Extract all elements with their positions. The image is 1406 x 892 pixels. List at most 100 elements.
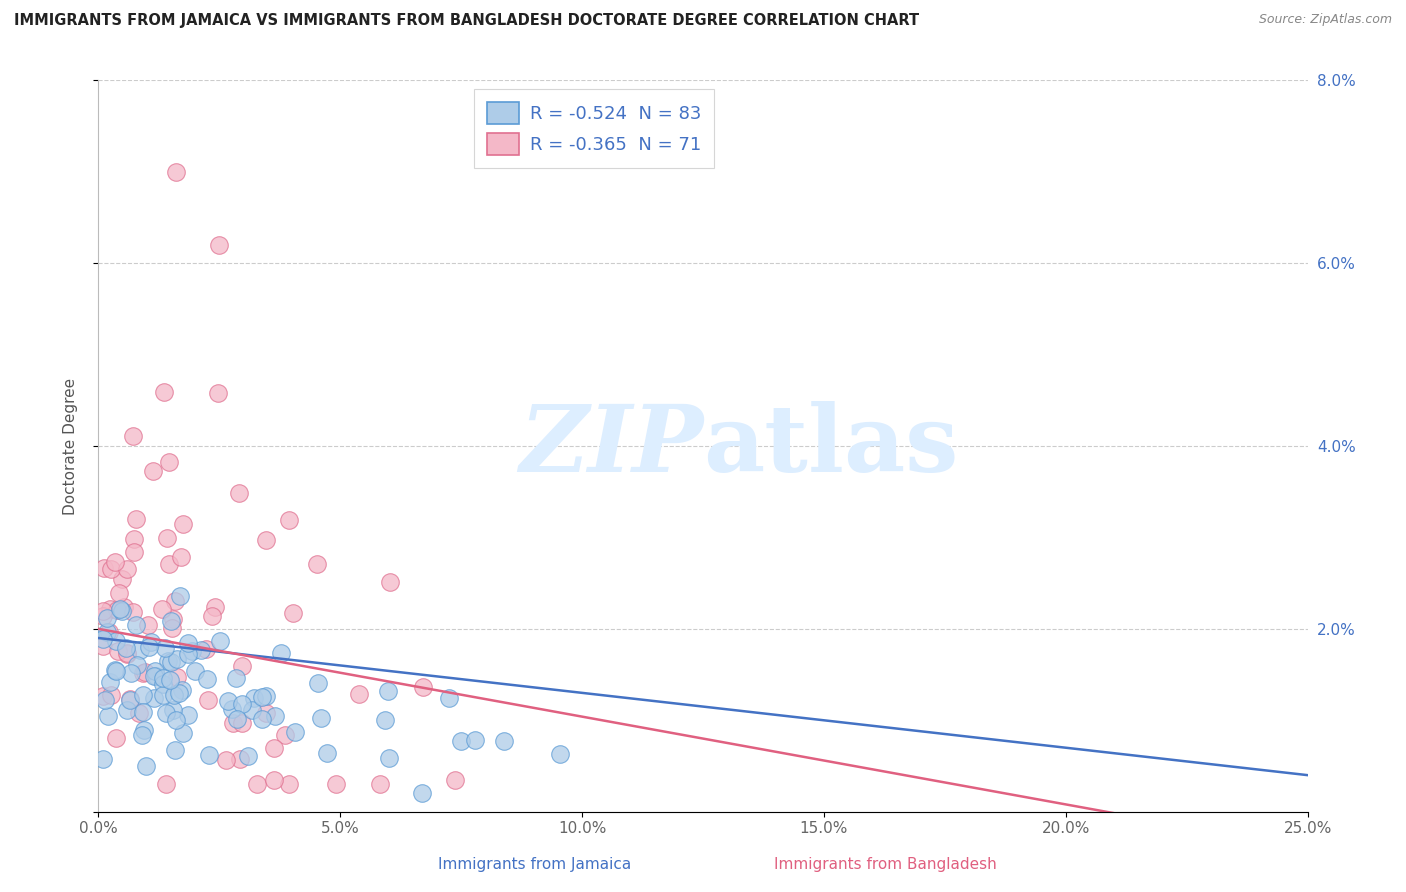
Point <box>162 703 184 717</box>
Point <box>201 608 224 623</box>
Point <box>225 671 247 685</box>
Point <box>122 545 145 559</box>
Point <box>281 607 304 621</box>
Y-axis label: Doctorate Degree: Doctorate Degree <box>63 377 77 515</box>
Point <box>153 384 176 399</box>
Point <box>307 558 329 572</box>
Point <box>91 604 114 618</box>
Point <box>228 752 250 766</box>
Point <box>236 748 259 763</box>
Point <box>112 600 135 615</box>
Point <box>254 706 277 720</box>
Text: Immigrants from Bangladesh: Immigrants from Bangladesh <box>775 857 997 872</box>
Point <box>91 632 114 646</box>
Point <box>166 670 188 684</box>
Point <box>325 777 347 791</box>
Point <box>277 513 299 527</box>
Point <box>118 692 141 706</box>
Point <box>128 643 150 657</box>
Point <box>240 703 263 717</box>
Text: Source: ZipAtlas.com: Source: ZipAtlas.com <box>1258 13 1392 27</box>
Point <box>228 485 250 500</box>
Point <box>127 658 149 673</box>
Point <box>143 664 166 678</box>
Point <box>105 731 128 746</box>
Point <box>263 740 285 755</box>
Point <box>349 687 371 701</box>
Point <box>181 643 204 657</box>
Point <box>98 624 121 639</box>
Point <box>450 733 472 747</box>
Point <box>91 752 114 766</box>
Point <box>160 615 183 629</box>
Point <box>117 562 139 576</box>
Point <box>163 593 186 607</box>
Text: IMMIGRANTS FROM JAMAICA VS IMMIGRANTS FROM BANGLADESH DOCTORATE DEGREE CORRELATI: IMMIGRANTS FROM JAMAICA VS IMMIGRANTS FR… <box>14 13 920 29</box>
Point <box>163 742 186 756</box>
Text: atlas: atlas <box>703 401 959 491</box>
Point <box>231 715 253 730</box>
Point <box>277 777 299 791</box>
Point <box>96 624 118 639</box>
Point <box>167 686 190 700</box>
Point <box>142 690 165 705</box>
Point <box>231 659 253 673</box>
Point <box>128 706 150 721</box>
Point <box>165 713 187 727</box>
Point <box>190 643 212 657</box>
Point <box>160 655 183 669</box>
Point <box>110 602 132 616</box>
Point <box>172 516 194 531</box>
Point <box>110 572 132 586</box>
Point <box>264 709 287 723</box>
Point <box>105 664 128 678</box>
Point <box>172 726 194 740</box>
Point <box>157 654 180 668</box>
Point <box>96 611 118 625</box>
Legend: R = -0.524  N = 83, R = -0.365  N = 71: R = -0.524 N = 83, R = -0.365 N = 71 <box>474 89 714 168</box>
Point <box>153 640 176 655</box>
Point <box>120 693 142 707</box>
Point <box>162 688 184 702</box>
Point <box>98 675 121 690</box>
Point <box>170 549 193 564</box>
Point <box>125 511 148 525</box>
Point <box>492 734 515 748</box>
Point <box>221 702 243 716</box>
Point <box>309 710 332 724</box>
Point <box>377 684 399 698</box>
Point <box>165 164 187 178</box>
Point <box>125 618 148 632</box>
Point <box>198 748 221 763</box>
Point <box>157 557 180 571</box>
Point <box>207 385 229 400</box>
Point <box>177 707 200 722</box>
Point <box>120 665 142 680</box>
Point <box>93 560 115 574</box>
Point <box>195 672 218 686</box>
Point <box>411 787 433 801</box>
Point <box>152 677 174 691</box>
Point <box>136 618 159 632</box>
Point <box>439 691 461 706</box>
Point <box>197 693 219 707</box>
Point <box>132 723 155 738</box>
Point <box>243 691 266 706</box>
Text: ZIP: ZIP <box>519 401 703 491</box>
Point <box>94 693 117 707</box>
Point <box>307 676 329 690</box>
Point <box>195 642 218 657</box>
Point <box>104 663 127 677</box>
Point <box>111 604 134 618</box>
Point <box>105 603 128 617</box>
Point <box>145 669 167 683</box>
Point <box>107 644 129 658</box>
Point <box>131 728 153 742</box>
Point <box>378 751 401 765</box>
Point <box>274 728 297 742</box>
Point <box>150 602 173 616</box>
Point <box>254 690 277 704</box>
Point <box>155 706 177 720</box>
Point <box>100 688 122 702</box>
Point <box>152 671 174 685</box>
